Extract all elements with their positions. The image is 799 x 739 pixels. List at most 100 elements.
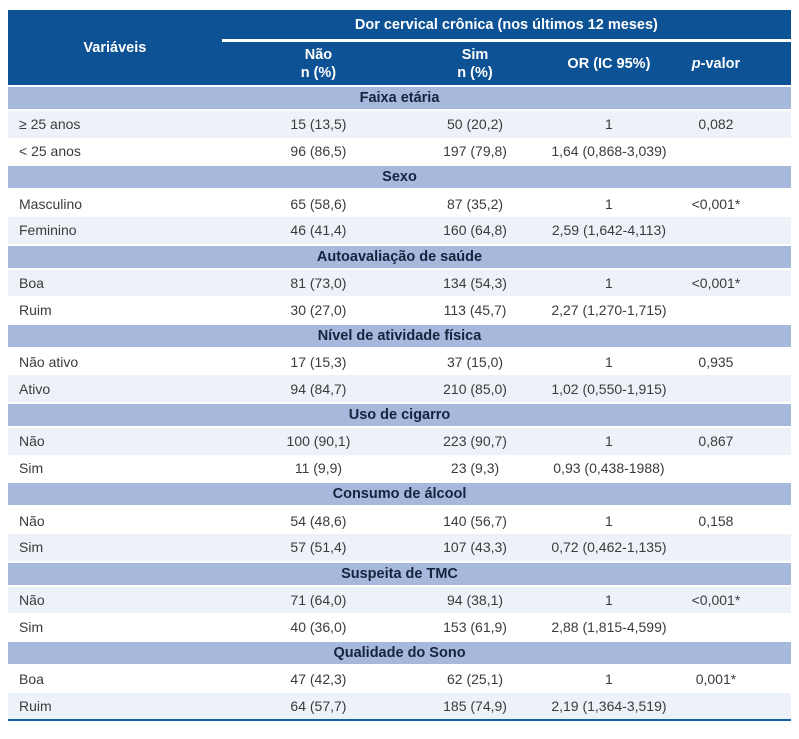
cell-or: 1	[605, 274, 613, 291]
table-row: Ruim 64 (57,7) 185 (74,9) 2,19 (1,364-3,519…	[8, 692, 791, 720]
table-row: Não ativo 17 (15,3) 37 (15,0) 1 0,935	[8, 348, 791, 376]
cell-sim: 50 (20,2)	[447, 116, 504, 133]
cell-p	[683, 613, 791, 640]
col-header-sim: Sim n (%)	[415, 42, 535, 85]
cell-p	[683, 375, 791, 402]
cell-nao: 15 (13,5)	[290, 116, 347, 133]
table-row: Sim 40 (36,0) 153 (61,9) 2,88 (1,815-4,599)	[8, 613, 791, 640]
cell-p: <0,001*	[691, 274, 741, 291]
cell-p: 0,001*	[695, 671, 737, 688]
cell-label: ≥ 25 anos	[19, 116, 81, 133]
cell-nao: 54 (48,6)	[290, 512, 347, 529]
cell-label: Masculino	[19, 195, 83, 212]
header-group-area: Dor cervical crônica (nos últimos 12 mes…	[221, 10, 791, 85]
cell-sim: 134 (54,3)	[443, 274, 507, 291]
section-header: Qualidade do Sono	[8, 639, 791, 666]
col-header-sim-line2: n (%)	[457, 64, 493, 81]
section-header: Consumo de álcool	[8, 481, 791, 508]
table-row: < 25 anos 96 (86,5) 197 (79,8) 1,64 (0,868-…	[8, 137, 791, 165]
cell-sim: 94 (38,1)	[447, 592, 504, 608]
cell-nao: 11 (9,9)	[294, 460, 343, 477]
cell-nao: 94 (84,7)	[290, 380, 347, 397]
cell-or: 1	[605, 512, 613, 529]
cell-nao: 96 (86,5)	[290, 142, 347, 159]
cell-nao: 100 (90,1)	[286, 433, 351, 450]
table-row: Feminino 46 (41,4) 160 (64,8) 2,59 (1,642-4…	[8, 216, 791, 244]
cell-sim: 153 (61,9)	[443, 618, 507, 635]
table-page: Variáveis Dor cervical crônica (nos últi…	[8, 10, 791, 722]
cell-p	[683, 138, 791, 165]
header-subcolumns: Não n (%) Sim n (%) OR (IC 95%) p-valor	[222, 42, 791, 85]
cell-p	[683, 534, 791, 561]
section-header: Faixa etária	[8, 85, 791, 111]
cell-sim: 107 (43,3)	[443, 539, 507, 556]
col-header-or: OR (IC 95%)	[535, 42, 683, 85]
cell-p: <0,001*	[691, 592, 741, 608]
cell-or: 2,19 (1,364-3,519)	[551, 697, 667, 714]
table-row: Sim 57 (51,4) 107 (43,3) 0,72 (0,462-1,135)	[8, 534, 791, 561]
cell-sim: 197 (79,8)	[443, 142, 507, 159]
table-row: Ruim 30 (27,0) 113 (45,7) 2,27 (1,270-1,715…	[8, 296, 791, 323]
section-header: Suspeita de TMC	[8, 560, 791, 587]
cell-label: Ativo	[19, 380, 51, 397]
cell-label: Não ativo	[19, 354, 79, 371]
table-row: Não 71 (64,0) 94 (38,1) 1 <0,001*	[8, 586, 791, 614]
cell-nao: 81 (73,0)	[290, 274, 347, 291]
table-row: Boa 47 (42,3) 62 (25,1) 1 0,001*	[8, 665, 791, 693]
col-header-nao-line1: Não	[304, 46, 333, 63]
cell-label: Feminino	[19, 222, 77, 239]
cell-or: 1	[605, 671, 613, 688]
section-header: Autoavaliação de saúde	[8, 243, 791, 270]
table-row: Não 54 (48,6) 140 (56,7) 1 0,158	[8, 507, 791, 535]
cell-or: 1	[605, 433, 613, 450]
table-row: Ativo 94 (84,7) 210 (85,0) 1,02 (0,550-1,91…	[8, 375, 791, 403]
cell-nao: 47 (42,3)	[290, 671, 347, 688]
cell-nao: 40 (36,0)	[290, 618, 347, 635]
cell-nao: 46 (41,4)	[290, 222, 347, 239]
section-header: Nível de atividade física	[8, 322, 791, 349]
col-header-nao: Não n (%)	[222, 42, 415, 85]
col-group-header: Dor cervical crônica (nos últimos 12 mes…	[354, 16, 658, 33]
cell-nao: 65 (58,6)	[290, 195, 347, 212]
col-header-nao-line2: n (%)	[300, 64, 337, 81]
cell-p: 0,158	[698, 512, 734, 529]
table-row: ≥ 25 anos 15 (13,5) 50 (20,2) 1 0,082	[8, 111, 791, 138]
table-row: Boa 81 (73,0) 134 (54,3) 1 <0,001*	[8, 269, 791, 297]
cell-sim: 185 (74,9)	[443, 697, 507, 714]
cell-label: Sim	[19, 539, 44, 556]
cell-or: 0,72 (0,462-1,135)	[551, 539, 667, 556]
cell-or: 1	[605, 116, 613, 133]
cell-label: Sim	[19, 460, 44, 477]
cell-or: 1,64 (0,868-3,039)	[551, 142, 667, 159]
cell-label: < 25 anos	[19, 142, 81, 159]
cell-label: Sim	[19, 618, 44, 635]
cell-sim: 210 (85,0)	[443, 380, 507, 397]
col-header-pvalor: p-valor	[683, 42, 791, 85]
cell-sim: 223 (90,7)	[443, 433, 507, 450]
table-row: Não 100 (90,1) 223 (90,7) 1 0,867	[8, 428, 791, 455]
cell-label: Ruim	[19, 697, 52, 714]
cell-sim: 113 (45,7)	[443, 301, 507, 318]
header-separator-line	[221, 39, 791, 42]
cell-label: Boa	[19, 274, 44, 291]
cell-p: 0,082	[698, 116, 734, 133]
cell-sim: 160 (64,8)	[443, 222, 507, 239]
cell-label: Não	[19, 592, 45, 608]
cell-p	[683, 693, 791, 720]
cell-nao: 17 (15,3)	[290, 354, 347, 371]
cell-or: 0,93 (0,438-1988)	[553, 460, 665, 477]
table-header: Variáveis Dor cervical crônica (nos últi…	[8, 10, 791, 85]
cell-nao: 57 (51,4)	[290, 539, 347, 556]
table-row: Sim 11 (9,9) 23 (9,3) 0,93 (0,438-1988)	[8, 454, 791, 482]
col-header-variaveis: Variáveis	[83, 39, 147, 56]
col-header-or-label: OR (IC 95%)	[567, 55, 651, 72]
cell-label: Não	[19, 433, 45, 450]
cell-nao: 71 (64,0)	[290, 592, 347, 608]
cell-label: Ruim	[19, 301, 52, 318]
section-header: Sexo	[8, 164, 791, 191]
col-header-pvalor-label: p-valor	[691, 55, 741, 72]
cell-or: 2,88 (1,815-4,599)	[551, 618, 667, 635]
section-header: Uso de cigarro	[8, 402, 791, 429]
col-header-sim-line1: Sim	[461, 46, 489, 63]
cell-p	[683, 296, 791, 323]
